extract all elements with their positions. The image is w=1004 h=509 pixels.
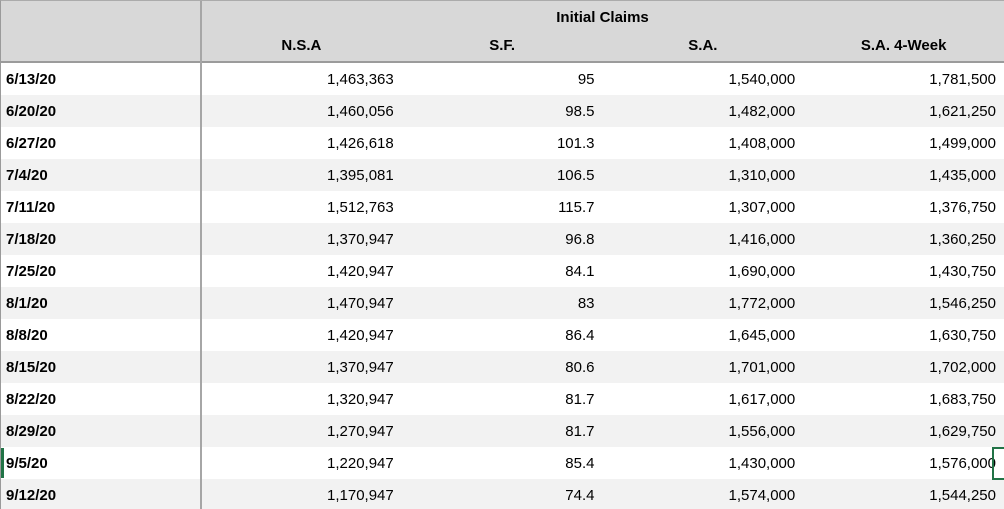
sf-cell[interactable]: 106.5 (556, 166, 595, 184)
table-row: 7/11/20 1,512,763 115.7 1,307,000 1,376,… (1, 191, 1004, 223)
nsa-cell[interactable]: 1,220,947 (327, 454, 394, 472)
nsa-cell[interactable]: 1,460,056 (327, 102, 394, 120)
nsa-cell[interactable]: 1,370,947 (327, 358, 394, 376)
sf-cell[interactable]: 84.1 (565, 262, 595, 280)
sa-cell[interactable]: 1,310,000 (728, 166, 796, 184)
sa-4week-cell[interactable]: 1,781,500 (929, 70, 996, 88)
sa-4week-cell[interactable]: 1,430,750 (929, 262, 996, 280)
table-row: 8/8/20 1,420,947 86.4 1,645,000 1,630,75… (1, 319, 1004, 351)
nsa-cell[interactable]: 1,420,947 (327, 262, 394, 280)
nsa-cell[interactable]: 1,463,363 (327, 70, 394, 88)
nsa-cell[interactable]: 1,270,947 (327, 422, 394, 440)
sa-cell[interactable]: 1,574,000 (728, 486, 796, 504)
sa-4week-cell[interactable]: 1,621,250 (929, 102, 996, 120)
date-cell[interactable]: 9/12/20 (6, 486, 57, 504)
sa-cell[interactable]: 1,416,000 (728, 230, 796, 248)
sf-cell[interactable]: 86.4 (565, 326, 595, 344)
sf-cell[interactable]: 74.4 (565, 486, 595, 504)
sa-cell[interactable]: 1,617,000 (728, 390, 796, 408)
table-row: 8/22/20 1,320,947 81.7 1,617,000 1,683,7… (1, 383, 1004, 415)
sa-cell[interactable]: 1,772,000 (728, 294, 796, 312)
date-cell[interactable]: 8/8/20 (6, 326, 48, 344)
sf-cell[interactable]: 98.5 (565, 102, 595, 120)
sa-4week-cell[interactable]: 1,546,250 (929, 294, 996, 312)
table-title[interactable]: Initial Claims (556, 8, 649, 26)
sf-cell[interactable]: 115.7 (558, 198, 595, 216)
table-row: 6/27/20 1,426,618 101.3 1,408,000 1,499,… (1, 127, 1004, 159)
sa-cell[interactable]: 1,701,000 (728, 358, 796, 376)
sa-4week-cell[interactable]: 1,544,250 (929, 486, 996, 504)
date-cell[interactable]: 6/13/20 (6, 70, 57, 88)
nsa-cell[interactable]: 1,420,947 (327, 326, 394, 344)
sa-cell[interactable]: 1,482,000 (728, 102, 796, 120)
table-row: 6/20/20 1,460,056 98.5 1,482,000 1,621,2… (1, 95, 1004, 127)
nsa-cell[interactable]: 1,395,081 (327, 166, 394, 184)
sf-cell[interactable]: 101.3 (556, 134, 595, 152)
table-row: 8/1/20 1,470,947 83 1,772,000 1,546,250 (1, 287, 1004, 319)
table-header: Initial Claims N.S.A S.F. S.A. S.A. 4-We… (1, 1, 1004, 63)
selected-row-indicator (1, 448, 4, 478)
sa-cell[interactable]: 1,540,000 (728, 70, 796, 88)
table-row: 7/25/20 1,420,947 84.1 1,690,000 1,430,7… (1, 255, 1004, 287)
column-header-sf[interactable]: S.F. (489, 37, 516, 54)
sf-cell[interactable]: 83 (577, 294, 595, 312)
sa-4week-cell[interactable]: 1,702,000 (929, 358, 996, 376)
date-cell[interactable]: 6/20/20 (6, 102, 57, 120)
sa-4week-cell[interactable]: 1,376,750 (929, 198, 996, 216)
header-corner-cell[interactable] (1, 1, 201, 30)
table-row: 9/5/20 1,220,947 85.4 1,430,000 1,576,00… (1, 447, 1004, 479)
nsa-cell[interactable]: 1,370,947 (327, 230, 394, 248)
table-row: 6/13/20 1,463,363 95 1,540,000 1,781,500 (1, 63, 1004, 95)
table-row: 7/4/20 1,395,081 106.5 1,310,000 1,435,0… (1, 159, 1004, 191)
table-row: 7/18/20 1,370,947 96.8 1,416,000 1,360,2… (1, 223, 1004, 255)
date-cell[interactable]: 8/29/20 (6, 422, 57, 440)
column-gridline (200, 1, 202, 509)
sa-4week-cell[interactable]: 1,683,750 (929, 390, 996, 408)
column-header-sa-4week[interactable]: S.A. 4-Week (860, 37, 947, 54)
date-cell[interactable]: 6/27/20 (6, 134, 57, 152)
sa-cell[interactable]: 1,430,000 (728, 454, 796, 472)
sa-cell[interactable]: 1,690,000 (728, 262, 796, 280)
header-title-row: Initial Claims (1, 1, 1004, 30)
sf-cell[interactable]: 85.4 (565, 454, 595, 472)
date-cell[interactable]: 8/15/20 (6, 358, 57, 376)
sf-cell[interactable]: 80.6 (565, 358, 595, 376)
column-header-nsa[interactable]: N.S.A (281, 37, 322, 54)
date-cell[interactable]: 8/1/20 (6, 294, 48, 312)
sa-4week-cell[interactable]: 1,629,750 (929, 422, 996, 440)
table-row: 8/29/20 1,270,947 81.7 1,556,000 1,629,7… (1, 415, 1004, 447)
sf-cell[interactable]: 81.7 (565, 390, 595, 408)
sa-cell[interactable]: 1,556,000 (728, 422, 796, 440)
nsa-cell[interactable]: 1,170,947 (327, 486, 394, 504)
nsa-cell[interactable]: 1,320,947 (327, 390, 394, 408)
sa-4week-cell[interactable]: 1,499,000 (929, 134, 996, 152)
nsa-cell[interactable]: 1,512,763 (327, 198, 394, 216)
nsa-cell[interactable]: 1,426,618 (327, 134, 394, 152)
date-cell[interactable]: 8/22/20 (6, 390, 57, 408)
sa-4week-cell[interactable]: 1,630,750 (929, 326, 996, 344)
sa-cell[interactable]: 1,408,000 (728, 134, 796, 152)
sa-4week-cell[interactable]: 1,576,000 (929, 454, 996, 472)
sf-cell[interactable]: 81.7 (565, 422, 595, 440)
table-row: 9/12/20 1,170,947 74.4 1,574,000 1,544,2… (1, 479, 1004, 509)
sa-cell[interactable]: 1,307,000 (728, 198, 796, 216)
sf-cell[interactable]: 95 (577, 70, 595, 88)
sa-4week-cell[interactable]: 1,435,000 (929, 166, 996, 184)
sf-cell[interactable]: 96.8 (565, 230, 595, 248)
column-header-sa[interactable]: S.A. (688, 37, 718, 54)
table-row: 8/15/20 1,370,947 80.6 1,701,000 1,702,0… (1, 351, 1004, 383)
date-cell[interactable]: 7/11/20 (6, 198, 56, 216)
nsa-cell[interactable]: 1,470,947 (327, 294, 394, 312)
table-body: 6/13/20 1,463,363 95 1,540,000 1,781,500… (1, 63, 1004, 509)
date-cell[interactable]: 7/25/20 (6, 262, 57, 280)
sa-cell[interactable]: 1,645,000 (728, 326, 796, 344)
selected-cell-border (992, 447, 1004, 480)
date-column-header-cell[interactable] (1, 30, 201, 61)
sa-4week-cell[interactable]: 1,360,250 (929, 230, 996, 248)
date-cell[interactable]: 7/18/20 (6, 230, 57, 248)
date-cell[interactable]: 7/4/20 (6, 166, 48, 184)
column-header-row: N.S.A S.F. S.A. S.A. 4-Week (1, 30, 1004, 61)
date-cell[interactable]: 9/5/20 (6, 454, 48, 472)
